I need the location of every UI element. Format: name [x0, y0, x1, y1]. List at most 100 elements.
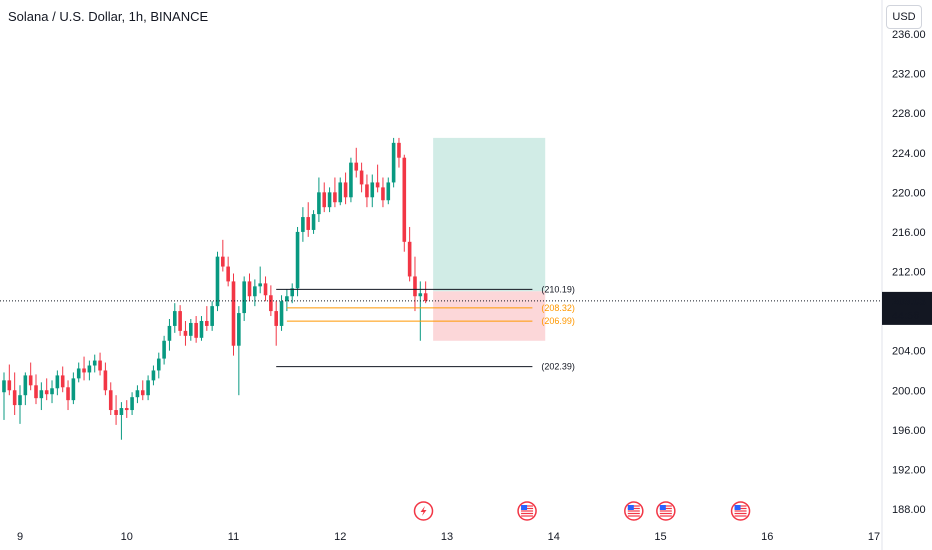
- candle: [359, 170, 364, 185]
- candle: [311, 214, 316, 230]
- us-flag-icon[interactable]: [624, 501, 644, 521]
- candle: [381, 187, 385, 201]
- candle: [327, 192, 332, 208]
- candle: [226, 266, 230, 282]
- candle: [87, 365, 92, 373]
- candle: [413, 276, 417, 297]
- candle: [82, 368, 86, 373]
- candle: [2, 380, 6, 393]
- y-tick-label: 236.00: [892, 29, 926, 41]
- candle: [354, 162, 359, 171]
- candle: [55, 375, 60, 389]
- stop-zone: [433, 291, 546, 341]
- y-tick-label: 204.00: [892, 346, 926, 358]
- y-tick-label: 192.00: [892, 464, 926, 476]
- candle: [221, 256, 225, 267]
- x-tick-label: 11: [228, 531, 239, 543]
- candle: [333, 192, 337, 203]
- candle: [253, 286, 257, 297]
- y-tick-label: 188.00: [892, 504, 926, 516]
- candle: [317, 192, 321, 215]
- candle: [189, 322, 193, 336]
- candle: [274, 311, 278, 326]
- y-tick-label: 220.00: [892, 187, 926, 199]
- candle: [140, 390, 145, 396]
- candle: [338, 182, 343, 203]
- candle: [34, 385, 38, 399]
- x-tick-label: 13: [441, 531, 453, 543]
- candle: [423, 293, 428, 301]
- target-zone: [433, 137, 546, 292]
- level-label: (208.32): [541, 303, 575, 313]
- candle: [210, 306, 214, 326]
- x-tick-label: 15: [654, 531, 666, 543]
- candle: [418, 293, 423, 297]
- candle: [247, 281, 252, 297]
- x-tick-label: 17: [868, 531, 880, 543]
- flash-icon[interactable]: [413, 501, 434, 521]
- y-tick-label: 200.00: [892, 385, 926, 397]
- candle: [39, 390, 44, 399]
- candle: [242, 281, 246, 314]
- candle: [397, 142, 401, 158]
- candle: [279, 301, 284, 326]
- us-flag-icon[interactable]: [517, 501, 537, 521]
- candle: [237, 313, 241, 346]
- candle: [375, 182, 380, 188]
- candle: [167, 325, 172, 341]
- candle: [23, 375, 28, 396]
- candle: [178, 311, 182, 331]
- candle: [103, 370, 108, 391]
- candle: [301, 217, 305, 232]
- candle: [18, 395, 22, 406]
- candle: [407, 241, 412, 277]
- y-tick-label: 224.00: [892, 148, 926, 160]
- candle: [231, 281, 236, 346]
- candle: [285, 296, 289, 302]
- x-tick-label: 14: [548, 531, 560, 543]
- candle: [7, 380, 12, 391]
- candle: [370, 182, 375, 198]
- candle: [98, 360, 102, 371]
- candle: [119, 408, 124, 415]
- currency-button[interactable]: USD: [886, 5, 922, 29]
- candle: [124, 408, 129, 411]
- chart-title: Solana / U.S. Dollar, 1h, BINANCE: [8, 9, 209, 24]
- candle: [50, 388, 54, 395]
- level-label: (206.99): [541, 316, 575, 326]
- candle: [343, 182, 348, 198]
- candle: [306, 217, 311, 230]
- candle: [386, 182, 391, 201]
- us-flag-icon[interactable]: [656, 501, 676, 521]
- candle: [12, 390, 17, 406]
- y-tick-label: 216.00: [892, 227, 926, 239]
- x-tick-label: 16: [761, 531, 773, 543]
- x-tick-label: 10: [121, 531, 133, 543]
- y-tick-label: 212.00: [892, 267, 926, 279]
- candle: [391, 142, 396, 183]
- candle: [28, 375, 33, 386]
- candle: [263, 283, 268, 296]
- candle: [172, 311, 177, 326]
- candle: [151, 370, 156, 381]
- candle: [402, 157, 407, 242]
- candle: [146, 380, 150, 396]
- us-flag-icon[interactable]: [730, 501, 751, 521]
- candle: [60, 375, 65, 388]
- candle: [92, 360, 97, 366]
- candle: [215, 256, 220, 307]
- last-price-tag: [882, 291, 932, 325]
- last-price-label: 209.03: [892, 296, 926, 308]
- candle: [135, 390, 140, 398]
- candle: [44, 390, 49, 395]
- candle: [295, 231, 300, 289]
- candle: [205, 320, 209, 326]
- countdown-label: 44:56: [892, 310, 920, 322]
- candle: [365, 184, 369, 198]
- candle: [162, 340, 166, 359]
- level-label: (210.19): [541, 284, 575, 294]
- candle: [130, 397, 134, 411]
- candle: [194, 322, 198, 338]
- y-tick-label: 232.00: [892, 69, 926, 81]
